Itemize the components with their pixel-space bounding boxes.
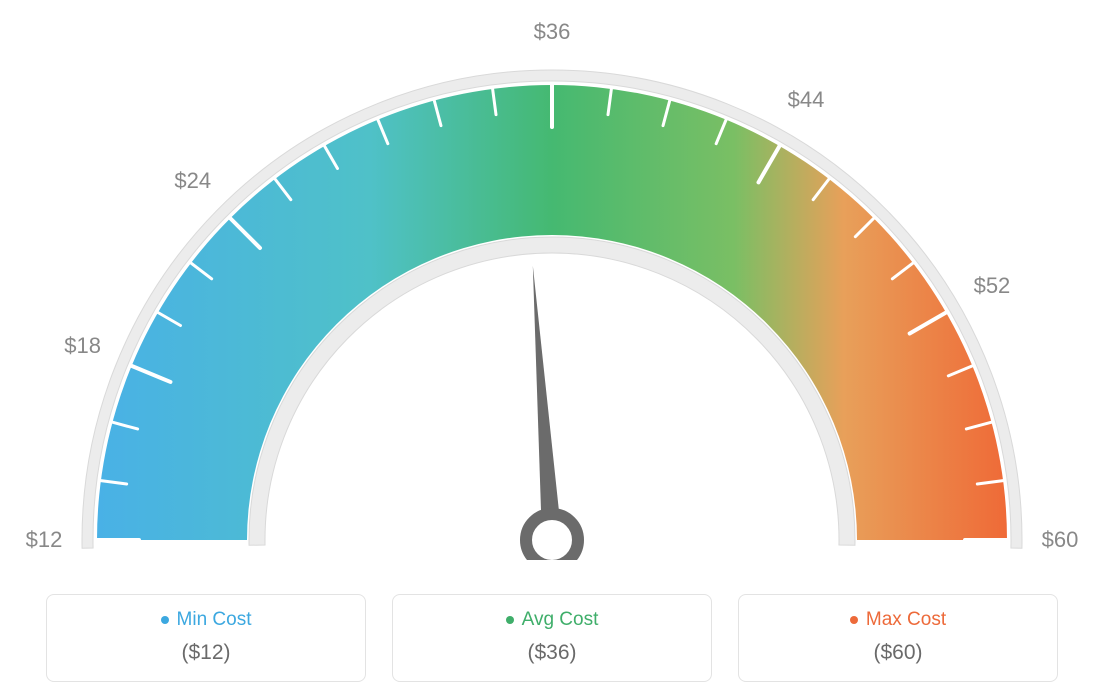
gauge-tick-label: $24: [174, 168, 211, 194]
legend-max-value: ($60): [749, 641, 1047, 665]
legend-card-min: Min Cost ($12): [46, 594, 366, 682]
gauge-tick-label: $36: [534, 19, 571, 45]
gauge-tick-label: $12: [26, 527, 63, 553]
legend-min-label: Min Cost: [161, 609, 252, 631]
gauge-tick-label: $18: [64, 333, 101, 359]
legend-card-max: Max Cost ($60): [738, 594, 1058, 682]
gauge-tick-label: $44: [788, 87, 825, 113]
legend-row: Min Cost ($12) Avg Cost ($36) Max Cost (…: [0, 594, 1104, 682]
gauge-tick-label: $60: [1042, 527, 1079, 553]
legend-card-avg: Avg Cost ($36): [392, 594, 712, 682]
legend-avg-label: Avg Cost: [506, 609, 599, 631]
gauge-svg: [0, 0, 1104, 560]
legend-max-label: Max Cost: [850, 609, 946, 631]
gauge-chart: $12 $18 $24 $36 $44 $52 $60: [0, 0, 1104, 560]
legend-avg-value: ($36): [403, 641, 701, 665]
gauge-tick-label: $52: [974, 273, 1011, 299]
legend-min-value: ($12): [57, 641, 355, 665]
